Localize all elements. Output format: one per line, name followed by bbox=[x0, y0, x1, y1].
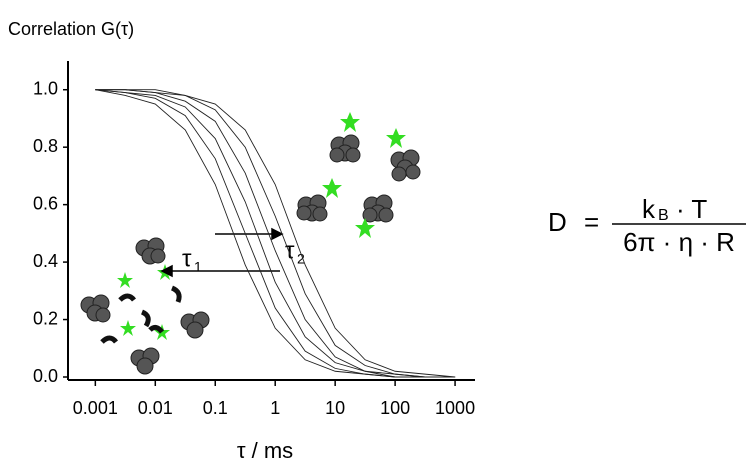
x-tick-label: 0.01 bbox=[138, 398, 173, 418]
x-axis-label: τ / ms bbox=[237, 438, 293, 463]
equation-subscript: B bbox=[658, 207, 669, 224]
equation-equals: = bbox=[584, 207, 599, 237]
correlation-curve bbox=[95, 89, 456, 378]
annotation: τ bbox=[182, 245, 192, 272]
equation-k: k bbox=[642, 194, 656, 224]
annotation: τ bbox=[285, 237, 295, 264]
x-tick-label: 10 bbox=[325, 398, 345, 418]
x-tick-label: 0.001 bbox=[73, 398, 118, 418]
y-tick-label: 0.4 bbox=[33, 251, 58, 271]
equation-denominator: 6π · η · R bbox=[623, 227, 735, 257]
x-tick-label: 1 bbox=[270, 398, 280, 418]
equation-numerator-rest: · T bbox=[676, 194, 707, 224]
molecule-illustrations bbox=[80, 112, 421, 375]
y-tick-label: 0.6 bbox=[33, 193, 58, 213]
correlation-curve bbox=[95, 89, 456, 378]
y-axis-label: Correlation G(τ) bbox=[8, 19, 134, 39]
correlation-curve bbox=[95, 89, 456, 378]
annotation-subscript: 1 bbox=[194, 259, 202, 275]
y-tick-label: 0.0 bbox=[33, 366, 58, 386]
y-tick-label: 0.8 bbox=[33, 136, 58, 156]
arrows bbox=[160, 227, 284, 278]
y-tick-label: 1.0 bbox=[33, 78, 58, 98]
y-tick-label: 0.2 bbox=[33, 308, 58, 328]
x-tick-label: 100 bbox=[380, 398, 410, 418]
x-tick-label: 1000 bbox=[435, 398, 475, 418]
annotation-subscript: 2 bbox=[297, 251, 305, 267]
plot-area: 0.0 0.2 0.4 0.6 0.8 1.0 0.001 0.01 0.1 1 10 100 1000 bbox=[33, 61, 475, 418]
x-tick-label: 0.1 bbox=[203, 398, 228, 418]
equation: D = k B · T 6π · η · R bbox=[548, 194, 746, 257]
equation-lhs: D bbox=[548, 207, 567, 237]
